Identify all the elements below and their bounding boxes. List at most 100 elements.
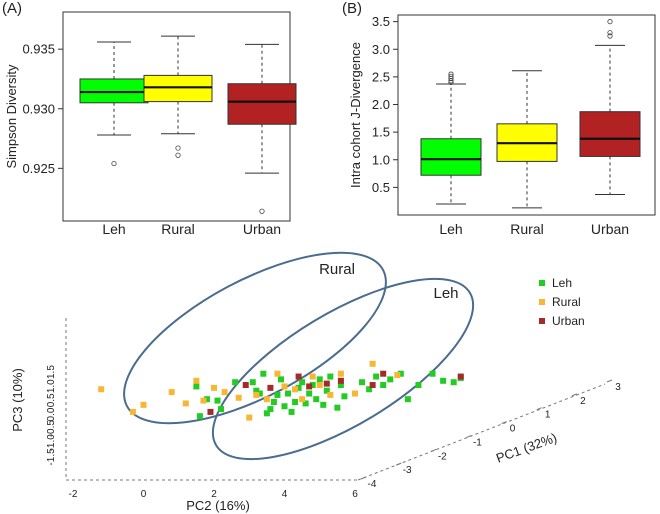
chart-c-point-leh [218, 406, 225, 413]
chart-b-y-axis-title: Intra cohort J-Divergence [348, 42, 363, 188]
chart-c-point-leh [295, 384, 302, 391]
chart-a-x-tick-label: Urban [243, 221, 281, 237]
chart-c-ellipse-label-rural: Rural [319, 261, 355, 278]
chart-c-z-tick [431, 448, 437, 452]
chart-b-y-tick-label: 1.5 [372, 125, 390, 140]
chart-c-point-leh [316, 376, 323, 383]
chart-b-box-leh [420, 138, 482, 176]
chart-c-point-leh [380, 382, 387, 389]
chart-c-x-tick-label: -2 [69, 489, 78, 500]
chart-c-x-tick-label: 0 [141, 489, 147, 500]
chart-c-point-rural [129, 408, 136, 415]
chart-c-point-leh [203, 396, 210, 403]
chart-a-y-tick-label: 0.930 [22, 101, 55, 116]
chart-b-outlier [607, 19, 613, 25]
chart-c-point-rural [337, 370, 344, 377]
chart-b-x-tick-label: Leh [439, 221, 462, 237]
chart-c-point-leh [334, 404, 341, 411]
chart-a-box-rural [143, 74, 213, 103]
chart-c-point-leh [306, 390, 313, 397]
chart-c-point-leh [320, 401, 327, 408]
chart-c-point-leh [253, 387, 260, 394]
chart-c-point-rural [253, 391, 260, 398]
chart-c-ellipse-label-leh: Leh [433, 285, 458, 302]
chart-b-y-tick-label: 0.5 [372, 180, 390, 195]
chart-c-point-rural [263, 396, 270, 403]
chart-c-z-tick [466, 434, 472, 438]
chart-c-point-leh [309, 382, 316, 389]
chart-c-point-rural [98, 386, 105, 393]
chart-c-point-urban [295, 373, 302, 380]
chart-c-point-urban [457, 373, 464, 380]
chart-c-x-tick-label: 4 [282, 489, 288, 500]
chart-c-z-tick [571, 393, 578, 397]
chart-a-outlier [259, 208, 265, 214]
chart-c-point-leh [337, 382, 344, 389]
chart-c-point-rural [246, 414, 253, 421]
chart-b-outlier [607, 30, 613, 36]
chart-c-point-rural [369, 360, 376, 367]
chart-c-point-leh [288, 408, 295, 415]
chart-b-y-tick-label: 2.5 [372, 69, 390, 84]
chart-c-y-tick-label: 1.5 [46, 365, 57, 379]
chart-c-point-urban [323, 380, 330, 387]
chart-c-point-rural [193, 377, 200, 384]
chart-c-point-rural [292, 386, 299, 393]
chart-c-point-leh [373, 373, 380, 380]
chart-c-point-rural [316, 382, 323, 389]
chart-b-outlier [448, 73, 454, 79]
chart-b-outlier [448, 79, 454, 86]
chart-b-outlier [448, 71, 454, 77]
chart-c-point-leh [267, 406, 274, 413]
chart-c-point-urban [267, 384, 274, 391]
chart-c-point-urban [369, 382, 376, 389]
chart-c-point-leh [397, 370, 404, 377]
panel-label-a: (A) [2, 0, 22, 17]
chart-c-point-urban [242, 382, 249, 389]
chart-a-y-tick-label: 0.935 [22, 42, 55, 57]
chart-c-point-leh [359, 379, 366, 386]
chart-c-legend-label-urban: Urban [552, 314, 585, 328]
chart-c-point-rural [299, 396, 306, 403]
chart-c-point-leh [404, 396, 411, 403]
chart-c-point-leh [249, 379, 256, 386]
chart-a-outlier [111, 160, 117, 167]
chart-b-box-urban [579, 111, 641, 157]
chart-a-outlier [175, 152, 181, 158]
chart-c-z-tick-label: -4 [368, 479, 377, 490]
chart-b-y-tick-label: 3.5 [372, 14, 390, 29]
chart-c-z-axis-line [357, 383, 606, 481]
chart-c-y-tick-label: 1.0 [46, 379, 57, 393]
chart-c-point-urban [337, 377, 344, 384]
chart-c-point-leh [327, 373, 334, 380]
chart-b-y-tick-label: 3.0 [372, 42, 390, 57]
chart-b-y-tick-label: 1.0 [372, 152, 390, 167]
chart-c-point-leh [193, 383, 200, 390]
chart-c-z-tick-label: 0 [510, 424, 516, 435]
chart-c-point-leh [214, 397, 221, 404]
chart-c-z-axis-title: PC1 (32%) [494, 430, 559, 466]
chart-c-point-leh [299, 379, 306, 386]
chart-c-point-rural [281, 383, 288, 390]
chart-c-y-tick-label: -1.5 [46, 448, 57, 466]
chart-c-legend-label-rural: Rural [552, 295, 581, 309]
chart-c-z-tick-label: -2 [438, 451, 447, 462]
chart-a-box-leh [79, 78, 149, 104]
chart-c-point-leh [232, 379, 239, 386]
chart-c-z-tick-label: 1 [545, 410, 551, 421]
chart-c-point-leh [277, 376, 284, 383]
chart-c-point-leh [387, 376, 394, 383]
chart-c-point-leh [256, 390, 263, 397]
chart-c-z-tick [360, 476, 367, 480]
chart-c-point-rural [168, 389, 175, 396]
chart-c-z-tick-label: 2 [580, 396, 586, 407]
chart-c-point-leh [196, 413, 203, 420]
chart-c-point-rural [200, 397, 207, 404]
chart-c-x-tick-label: 2 [211, 489, 217, 500]
chart-c-y-axis-title: PC3 (10%) [10, 368, 25, 432]
chart-c-z-tick-label: -1 [473, 437, 482, 448]
chart-c-x-tick-label: 6 [352, 489, 358, 500]
chart-c-point-leh [260, 370, 267, 377]
chart-a-y-axis-title: Simpson Diversity [4, 64, 19, 169]
chart-c-legend-swatch-urban [539, 318, 545, 324]
